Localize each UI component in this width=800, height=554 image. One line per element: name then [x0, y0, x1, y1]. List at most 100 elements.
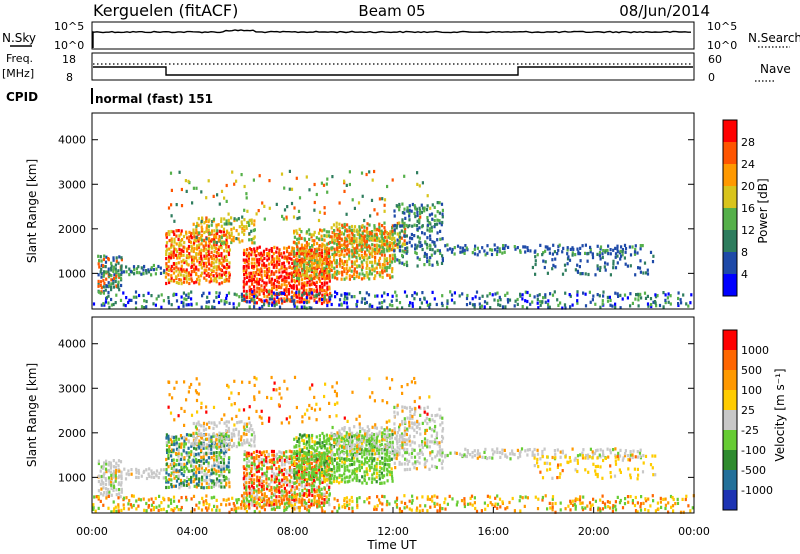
- range-gate-cell: [598, 251, 602, 255]
- range-gate-cell: [325, 490, 328, 495]
- range-gate-cell: [403, 447, 406, 451]
- range-gate-cell: [429, 302, 432, 306]
- range-gate-cell: [386, 467, 389, 471]
- range-gate-cell: [114, 474, 117, 478]
- range-gate-cell: [228, 235, 231, 239]
- range-gate-cell: [313, 200, 316, 205]
- range-gate-cell: [205, 305, 208, 309]
- range-gate-cell: [278, 305, 282, 309]
- range-gate-cell: [336, 292, 339, 296]
- range-gate-cell: [222, 442, 225, 446]
- range-gate-cell: [228, 447, 231, 451]
- range-gate-cell: [343, 460, 347, 464]
- range-gate-cell: [401, 261, 404, 265]
- range-gate-cell: [186, 247, 189, 251]
- range-gate-cell: [601, 302, 604, 306]
- range-gate-cell: [215, 442, 219, 446]
- range-gate-cell: [439, 251, 442, 255]
- range-gate-cell: [380, 305, 383, 309]
- range-gate-cell: [225, 219, 228, 223]
- range-gate-cell: [195, 422, 198, 426]
- range-gate-cell: [285, 215, 288, 219]
- range-gate-cell: [252, 178, 255, 182]
- range-gate-cell: [325, 182, 328, 186]
- range-gate-cell: [311, 244, 314, 248]
- range-gate-cell: [215, 274, 219, 278]
- range-gate-cell: [288, 465, 291, 470]
- range-gate-cell: [172, 255, 175, 259]
- range-gate-cell: [201, 294, 204, 298]
- range-gate-cell: [379, 460, 382, 464]
- range-gate-cell: [310, 306, 313, 310]
- range-gate-cell: [201, 478, 204, 482]
- range-gate-cell: [323, 266, 326, 270]
- range-gate-cell: [190, 444, 193, 448]
- range-gate-cell: [217, 265, 220, 269]
- range-gate-cell: [203, 268, 206, 272]
- range-gate-cell: [340, 432, 343, 437]
- range-gate-cell: [330, 235, 333, 239]
- range-gate-cell: [270, 474, 273, 478]
- range-gate-cell: [321, 470, 324, 474]
- range-gate-cell: [150, 475, 153, 479]
- range-gate-cell: [188, 485, 191, 489]
- range-gate-cell: [130, 472, 133, 476]
- range-gate-cell: [341, 460, 344, 464]
- range-gate-cell: [328, 295, 331, 299]
- range-gate-cell: [383, 428, 386, 432]
- range-gate-cell: [253, 478, 256, 482]
- range-gate-cell: [180, 187, 183, 192]
- range-gate-cell: [363, 237, 366, 241]
- range-gate-cell: [606, 299, 610, 303]
- range-gate-cell: [268, 466, 271, 470]
- range-gate-cell: [341, 223, 344, 227]
- range-gate-cell: [212, 261, 215, 265]
- range-gate-cell: [343, 247, 346, 251]
- range-gate-cell: [328, 274, 331, 278]
- cpid-label: CPID: [6, 90, 38, 104]
- range-gate-cell: [235, 293, 238, 297]
- range-gate-cell: [363, 452, 366, 457]
- range-gate-cell: [398, 204, 401, 209]
- range-gate-cell: [285, 489, 288, 493]
- range-gate-cell: [177, 305, 180, 309]
- range-gate-cell: [320, 181, 323, 185]
- range-gate-cell: [463, 453, 466, 457]
- range-gate-cell: [183, 276, 186, 281]
- range-gate-cell: [168, 232, 171, 237]
- range-gate-cell: [419, 244, 422, 248]
- range-gate-cell: [308, 443, 311, 447]
- range-gate-cell: [273, 488, 276, 492]
- range-gate-cell: [178, 469, 181, 473]
- range-gate-cell: [416, 219, 419, 223]
- range-gate-cell: [125, 270, 128, 274]
- range-gate-cell: [165, 441, 168, 445]
- range-gate-cell: [391, 233, 394, 237]
- range-gate-cell: [228, 301, 231, 305]
- range-gate-cell: [312, 233, 315, 237]
- range-gate-cell: [203, 254, 206, 258]
- range-gate-cell: [361, 434, 364, 438]
- range-gate-cell: [619, 249, 622, 253]
- range-gate-cell: [205, 256, 208, 260]
- range-gate-cell: [639, 270, 642, 274]
- range-gate-cell: [323, 268, 326, 272]
- range-gate-cell: [270, 289, 273, 294]
- range-gate-cell: [333, 250, 336, 254]
- range-gate-cell: [223, 271, 226, 275]
- range-gate-cell: [250, 271, 253, 275]
- nsky-tick-bottom: 10^0: [54, 39, 84, 52]
- range-gate-cell: [275, 291, 278, 296]
- range-gate-cell: [363, 276, 366, 280]
- range-gate-cell: [100, 275, 103, 279]
- range-gate-cell: [498, 247, 501, 251]
- range-gate-cell: [298, 451, 301, 455]
- range-gate-cell: [283, 266, 286, 270]
- range-gate-cell: [295, 476, 298, 480]
- range-gate-cell: [416, 244, 419, 248]
- range-gate-cell: [211, 464, 214, 468]
- range-gate-cell: [115, 259, 118, 263]
- range-gate-cell: [450, 298, 454, 302]
- range-gate-cell: [383, 263, 386, 267]
- range-gate-cell: [371, 425, 374, 429]
